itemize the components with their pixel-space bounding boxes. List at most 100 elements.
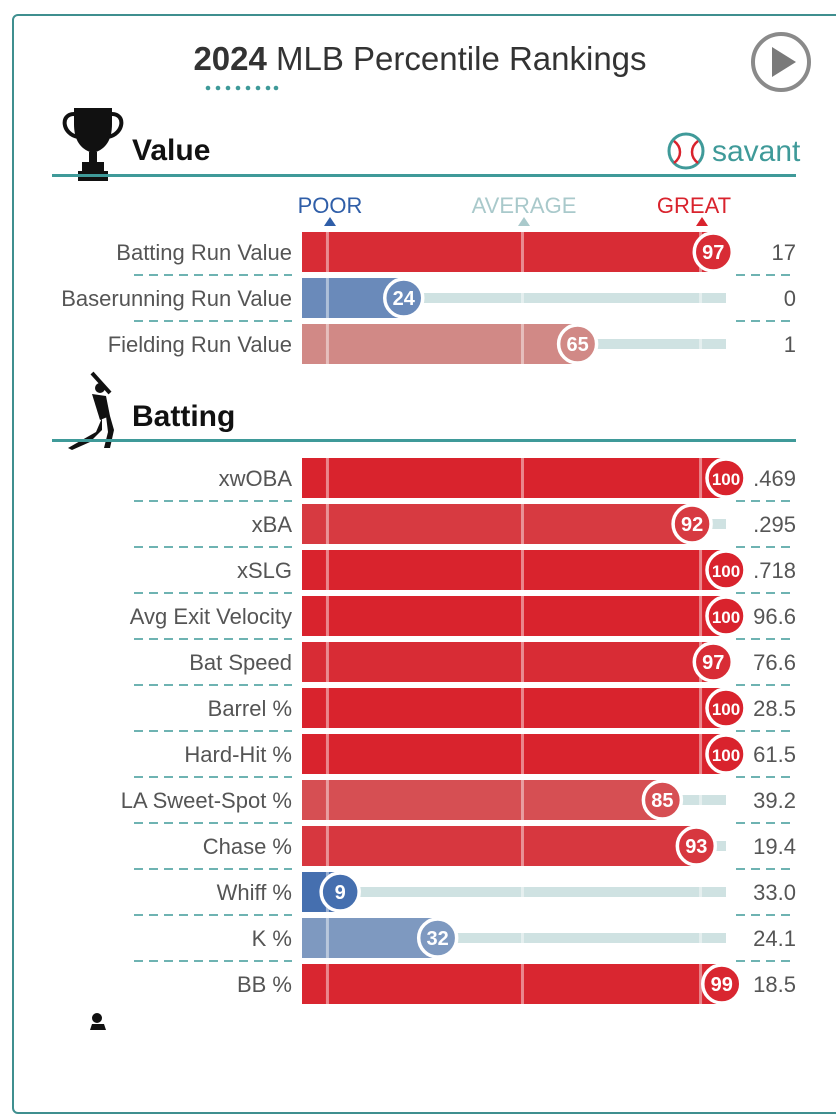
scale-poor-marker [324, 217, 336, 226]
percentile-bar [302, 232, 714, 272]
percentile-badge-text: 99 [711, 974, 733, 996]
metric-label: Baserunning Run Value [61, 286, 292, 311]
percentile-badge [705, 733, 747, 775]
table-row: 9 Whiff % 33.0 [134, 871, 796, 916]
table-row: 100 Avg Exit Velocity 96.6 [130, 595, 796, 640]
percentile-badge-text: 97 [702, 242, 724, 264]
savant-wordmark: savant [712, 135, 801, 168]
metric-label: K % [252, 926, 292, 951]
metric-value: 61.5 [753, 742, 796, 767]
section-title-value: Value [132, 134, 210, 167]
table-row: 65 Fielding Run Value 1 [108, 323, 796, 365]
percentile-bar [302, 780, 663, 820]
metric-value: 19.4 [753, 834, 796, 859]
table-row: 93 Chase % 19.4 [134, 825, 796, 870]
percentile-badge-text: 32 [427, 928, 449, 950]
percentile-badge [641, 779, 684, 821]
metric-value: .718 [753, 558, 796, 583]
percentile-badge [556, 323, 599, 365]
scale-poor-label: POOR [298, 193, 363, 218]
table-row: 100 xwOBA .469 [134, 457, 796, 502]
percentile-bar [302, 504, 693, 544]
metric-value: 18.5 [753, 972, 796, 997]
table-row: 97 Bat Speed 76.6 [134, 641, 796, 686]
metric-label: Whiff % [217, 880, 292, 905]
percentile-chart: 2024 MLB Percentile Rankings Value savan… [52, 32, 811, 1030]
percentile-bar [302, 596, 726, 636]
title-text: MLB Percentile Rankings [267, 40, 647, 77]
table-row: 100 Hard-Hit % 61.5 [134, 733, 796, 778]
metric-value: 28.5 [753, 696, 796, 721]
metric-value: 33.0 [753, 880, 796, 905]
section-title-batting: Batting [132, 400, 235, 433]
percentile-badge-text: 9 [335, 882, 346, 904]
play-button[interactable] [751, 32, 811, 92]
metric-value: 1 [784, 332, 796, 357]
percentile-badge-text: 100 [712, 746, 740, 765]
metric-value: 0 [784, 286, 796, 311]
metric-value: 24.1 [753, 926, 796, 951]
percentile-badge [671, 503, 713, 545]
percentile-bar [302, 458, 726, 498]
percentile-badge-text: 85 [651, 790, 673, 812]
percentile-badge [675, 825, 718, 867]
percentile-badge [705, 687, 747, 729]
metric-label: xSLG [237, 558, 292, 583]
metric-label: Batting Run Value [116, 240, 292, 265]
table-row: 24 Baserunning Run Value 0 [61, 277, 796, 322]
title-year: 2024 [193, 40, 267, 77]
scale-average-label: AVERAGE [472, 193, 577, 218]
metric-value: 76.6 [753, 650, 796, 675]
bar-track [302, 293, 726, 303]
table-row: 32 K % 24.1 [134, 917, 796, 962]
section-divider-value [52, 174, 796, 177]
metric-value: 96.6 [753, 604, 796, 629]
percentile-badge-text: 100 [712, 608, 740, 627]
percentile-bar [302, 964, 722, 1004]
metric-value: .295 [753, 512, 796, 537]
section-divider-batting [52, 439, 796, 442]
metric-label: Hard-Hit % [184, 742, 292, 767]
percentile-badge-text: 24 [393, 288, 416, 310]
metric-label: Bat Speed [189, 650, 292, 675]
metric-label: Avg Exit Velocity [130, 604, 292, 629]
metric-label: xwOBA [219, 466, 293, 491]
metric-label: Fielding Run Value [108, 332, 292, 357]
percentile-badge-text: 97 [702, 652, 724, 674]
play-triangle-icon [772, 47, 796, 77]
scale-average-marker [518, 217, 530, 226]
scale-great-marker [696, 217, 708, 226]
percentile-badge-text: 100 [712, 470, 740, 489]
trophy-icon [62, 108, 124, 181]
table-row: 100 Barrel % 28.5 [134, 687, 796, 732]
percentile-badge-text: 93 [685, 836, 707, 858]
savant-logo[interactable]: savant [667, 132, 801, 170]
title-dots [205, 85, 279, 91]
percentile-badge-text: 100 [712, 562, 740, 581]
table-row: 99 BB % 18.5 [237, 963, 796, 1005]
metric-label: Chase % [203, 834, 292, 859]
percentile-badge [692, 231, 735, 273]
percentile-badge [705, 457, 747, 499]
metric-rows: 97 Batting Run Value 17 24 Baserunning Run V… [61, 231, 796, 1005]
bar-track [302, 887, 726, 897]
bar-track [302, 933, 726, 943]
scale-great-label: GREAT [657, 193, 731, 218]
metric-label: LA Sweet-Spot % [121, 788, 292, 813]
page-title: 2024 MLB Percentile Rankings [193, 40, 646, 77]
percentile-badge-text: 100 [712, 700, 740, 719]
table-row: 100 xSLG .718 [134, 549, 796, 594]
metric-value: 39.2 [753, 788, 796, 813]
percentile-badge [692, 641, 735, 683]
metric-value: .469 [753, 466, 796, 491]
table-row: 92 xBA .295 [134, 503, 796, 548]
table-row: 97 Batting Run Value 17 [116, 231, 796, 276]
percentile-bar [302, 918, 438, 958]
metric-label: xBA [252, 512, 293, 537]
percentile-badge-text: 92 [681, 514, 703, 536]
batter-icon [68, 371, 114, 450]
percentile-bar [302, 734, 726, 774]
percentile-bar [302, 826, 697, 866]
metric-value: 17 [772, 240, 796, 265]
percentile-badge [383, 277, 425, 319]
